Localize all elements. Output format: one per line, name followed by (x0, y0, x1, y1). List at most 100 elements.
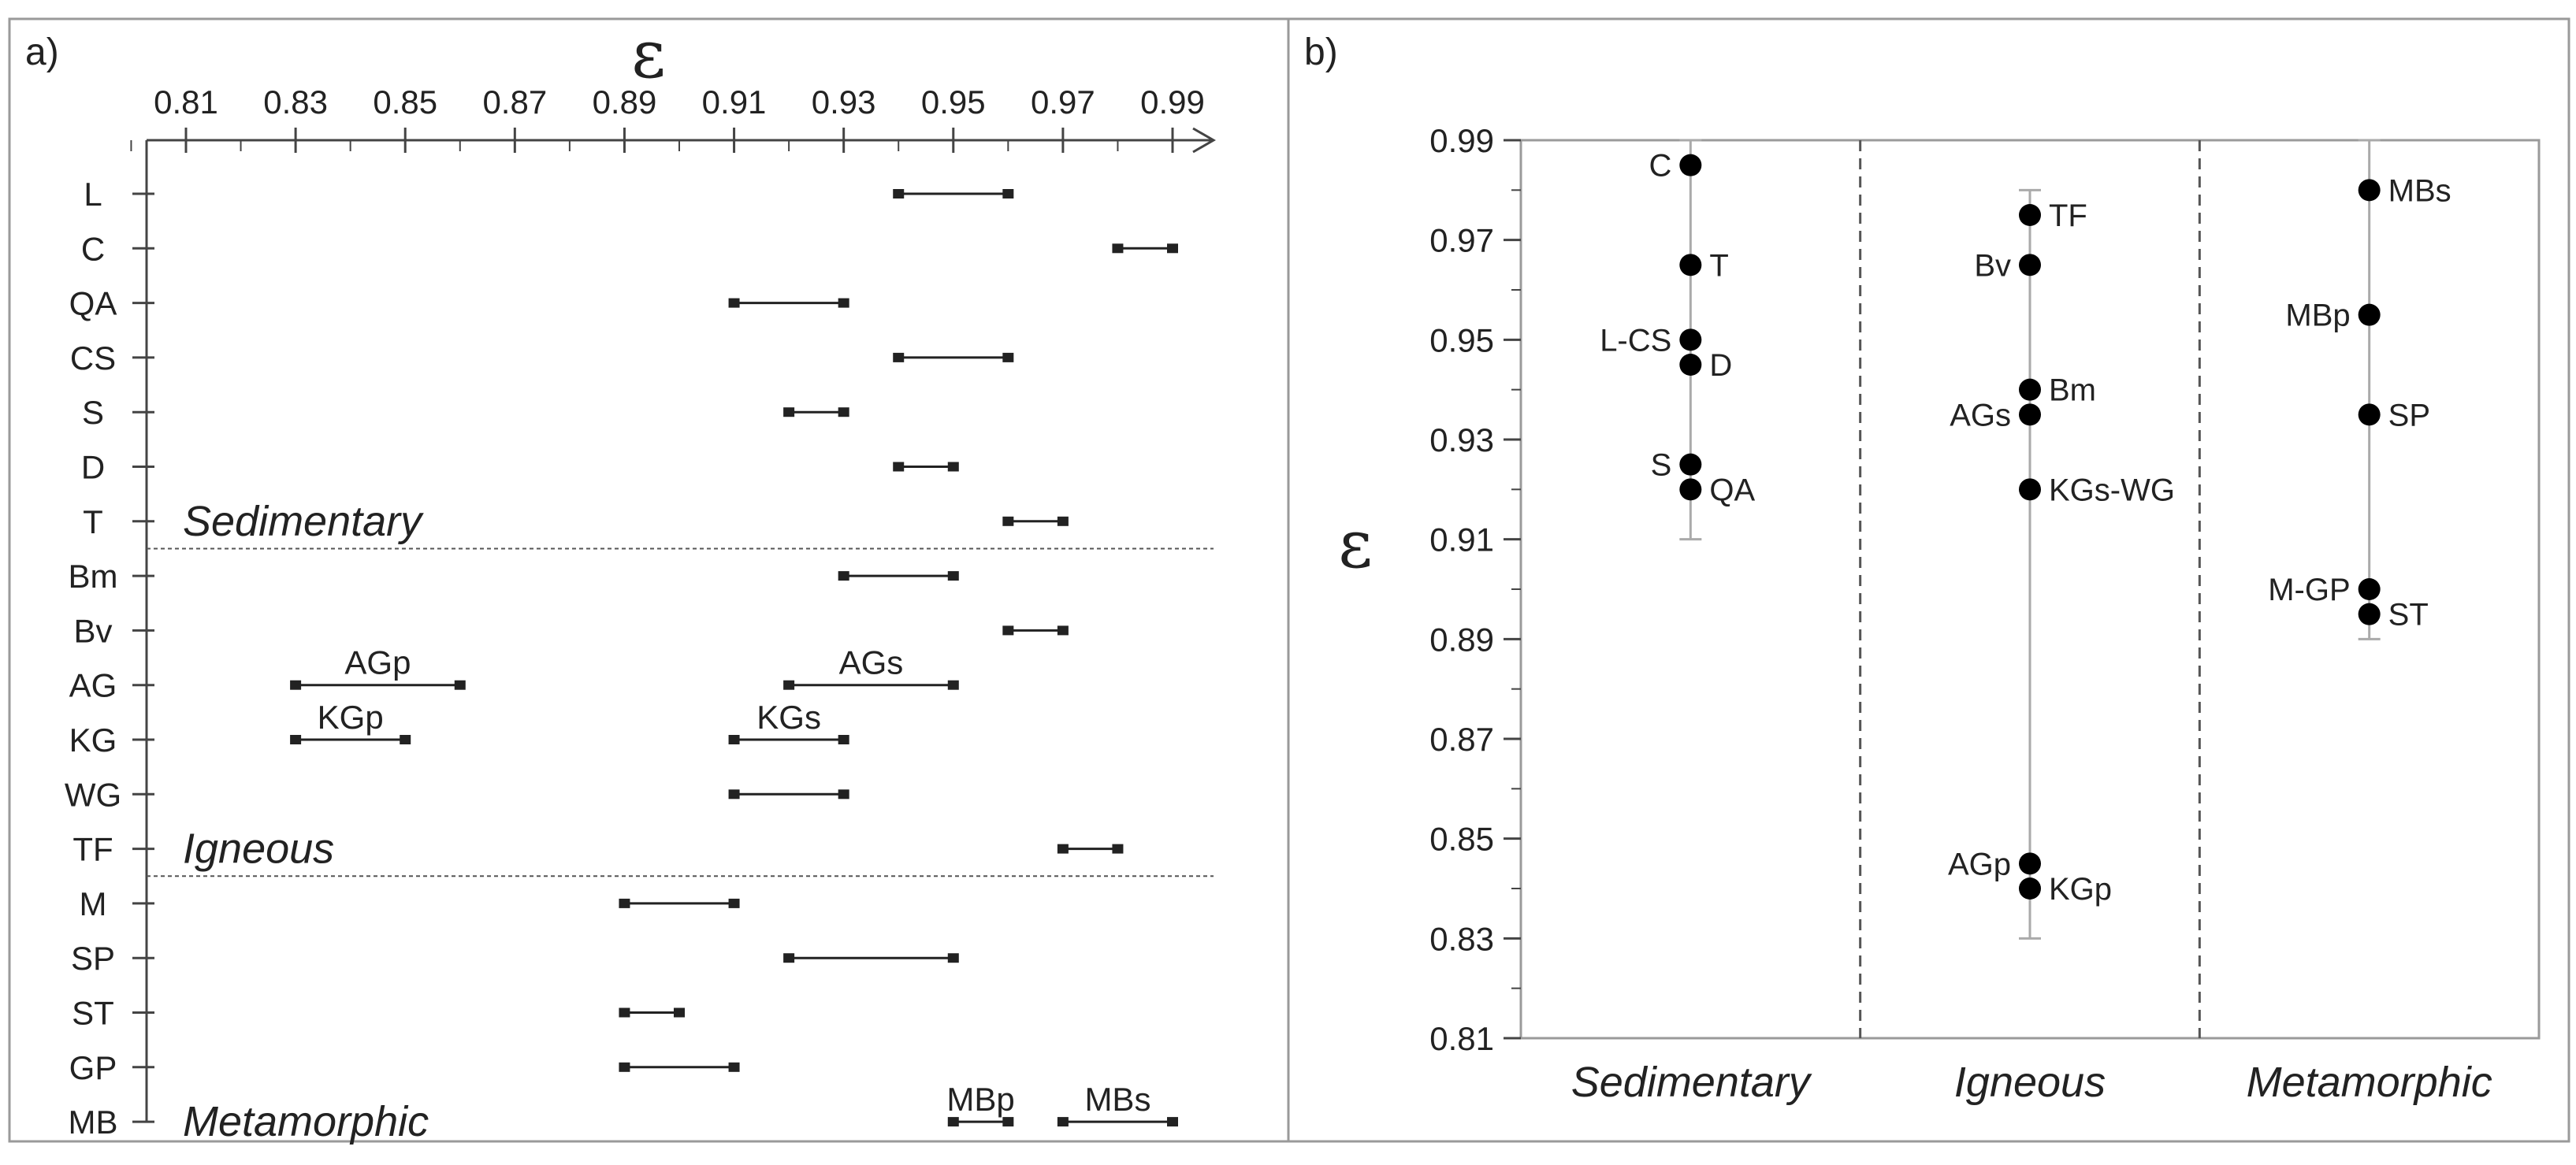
data-point (1679, 254, 1702, 276)
range-endcap (454, 680, 466, 690)
y-tick-label: 0.87 (1429, 721, 1494, 758)
point-label: MBs (2388, 173, 2451, 208)
x-tick-label: 0.97 (1031, 83, 1095, 121)
row-label: D (81, 449, 105, 486)
panel-b-epsilon-ylabel: ε (1338, 506, 1373, 583)
range-endcap (619, 1007, 630, 1018)
range-label: KGp (318, 699, 384, 736)
point-label: TF (2049, 198, 2087, 233)
data-point (2019, 204, 2041, 226)
point-label: MBp (2285, 299, 2350, 333)
y-tick-label: 0.99 (1429, 122, 1494, 159)
x-tick-label: 0.85 (373, 83, 437, 121)
category-label: Igneous (1954, 1059, 2106, 1106)
range-endcap (728, 1062, 740, 1072)
range-endcap (1002, 189, 1014, 198)
data-point (2019, 852, 2041, 875)
x-tick-label: 0.89 (593, 83, 657, 121)
range-endcap (947, 571, 959, 581)
point-label: KGs-WG (2049, 473, 2175, 507)
panel-a-range-chart: 0.81 0.83 0.85 0.87 0.89 0.91 0.93 0.95 0.97 0.99… (65, 83, 1217, 1145)
data-point (2019, 877, 2041, 900)
row-label: M (80, 885, 107, 922)
row-label: QA (69, 285, 117, 322)
row-label: C (81, 230, 105, 267)
data-point (2358, 578, 2381, 600)
y-tick-label: 0.95 (1429, 321, 1494, 358)
point-label: ST (2388, 598, 2429, 633)
range-label: AGs (839, 644, 904, 681)
panel-a-label: a) (25, 32, 59, 73)
row-label: KG (69, 722, 117, 759)
data-point (2019, 378, 2041, 401)
y-tick-label: 0.91 (1429, 521, 1494, 558)
category-label: Metamorphic (2247, 1059, 2492, 1106)
range-label: KGs (756, 699, 821, 736)
range-endcap (947, 953, 959, 963)
range-endcap (893, 462, 905, 472)
range-endcap (1112, 243, 1124, 254)
range-endcap (1002, 625, 1014, 636)
range-endcap (619, 898, 630, 908)
data-point (1679, 478, 1702, 501)
row-label: Bv (73, 612, 112, 649)
category-label: Sedimentary (1571, 1059, 1812, 1106)
range-endcap (1112, 844, 1124, 854)
range-endcap (1002, 516, 1014, 526)
point-label: QA (1709, 473, 1755, 507)
y-tick-label: 0.81 (1429, 1020, 1494, 1057)
row-label: WG (65, 776, 121, 813)
range-endcap (290, 680, 302, 690)
panel-b-label: b) (1304, 32, 1338, 73)
range-endcap (728, 898, 740, 908)
point-label: Bm (2049, 373, 2096, 408)
row-label: CS (70, 339, 116, 377)
x-tick-label: 0.95 (921, 83, 986, 121)
range-endcap (947, 462, 959, 472)
range-endcap (947, 1117, 959, 1127)
data-point (2019, 478, 2041, 501)
point-label: C (1649, 149, 1671, 184)
point-label: AGs (1950, 398, 2011, 432)
data-point (1679, 453, 1702, 476)
range-endcap (838, 735, 849, 744)
range-label: MBs (1084, 1081, 1150, 1118)
range-endcap (838, 298, 849, 308)
row-label: GP (69, 1049, 117, 1086)
range-endcap (838, 407, 849, 417)
point-label: S (1651, 448, 1672, 483)
row-label: SP (71, 940, 115, 977)
data-point (1679, 154, 1702, 176)
range-endcap (783, 407, 795, 417)
range-endcap (1167, 1117, 1178, 1127)
row-label: AG (69, 667, 117, 704)
data-point (2358, 603, 2381, 625)
row-label: Bm (69, 558, 118, 595)
point-label: D (1709, 348, 1732, 383)
range-endcap (783, 680, 795, 690)
point-label: L-CS (1600, 323, 1671, 358)
range-label: MBp (946, 1081, 1014, 1118)
data-point (1679, 354, 1702, 376)
y-tick-label: 0.93 (1429, 421, 1494, 458)
range-endcap (728, 789, 740, 800)
y-tick-label: 0.97 (1429, 222, 1494, 259)
range-endcap (619, 1062, 630, 1072)
data-point (2358, 303, 2381, 326)
point-label: T (1709, 248, 1728, 283)
range-endcap (1057, 844, 1069, 854)
data-point (1679, 328, 1702, 351)
x-axis-arrowhead (1192, 127, 1217, 154)
range-endcap (1002, 352, 1014, 362)
range-endcap (290, 735, 302, 744)
row-label: TF (72, 831, 113, 868)
y-tick-label: 0.89 (1429, 621, 1494, 658)
range-endcap (893, 189, 905, 198)
range-endcap (1057, 516, 1069, 526)
range-endcap (674, 1007, 685, 1018)
x-tick-label: 0.87 (482, 83, 547, 121)
panel-b-scatter-chart: 0.81 0.83 0.85 0.87 0.89 0.91 0.93 0.95 0.97 0.99… (1429, 122, 2541, 1106)
point-label: AGp (1948, 847, 2011, 881)
row-label: MB (69, 1104, 118, 1141)
range-endcap (1057, 625, 1069, 636)
